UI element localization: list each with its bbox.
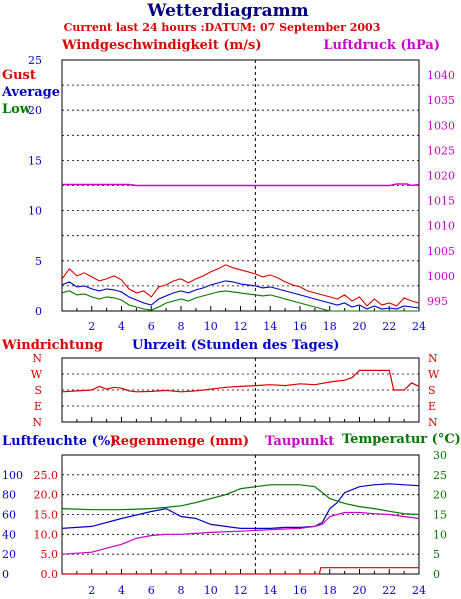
legend-average: Average (1, 85, 60, 100)
pressure-tick-label: 1005 (427, 245, 455, 258)
direction-tick-label-right: W (428, 368, 440, 381)
diagram-title: Wetterdiagramm (146, 1, 308, 21)
pressure-tick-label: 1040 (427, 69, 455, 82)
wind-panel-x-tick-label: 20 (353, 320, 367, 333)
direction-tick-label: N (32, 352, 42, 365)
climate-panel-x-tick-label: 22 (382, 584, 396, 597)
humidity-tick-label: 0 (2, 568, 9, 581)
legend-gust: Gust (2, 68, 36, 83)
temperature-axis-label: Temperatur (°C) (342, 432, 461, 447)
wind-speed-tick-label: 20 (28, 104, 42, 117)
rain-tick-label: 5.0 (41, 548, 59, 561)
wind-panel-x-tick-label: 10 (204, 320, 218, 333)
series-line-luftdruck (62, 183, 420, 187)
wind-panel-x-tick-label: 14 (263, 320, 277, 333)
temperature-tick-label: 15 (433, 509, 447, 522)
pressure-tick-label: 1020 (427, 169, 455, 182)
direction-tick-label-right: S (428, 384, 436, 397)
legend-low: Low (2, 102, 32, 117)
climate-panel-x-tick-label: 6 (148, 584, 155, 597)
direction-tick-label: N (32, 416, 42, 429)
pressure-axis-label: Luftdruck (hPa) (323, 38, 440, 53)
temperature-tick-label: 5 (433, 548, 440, 561)
climate-panel-x-tick-label: 2 (88, 584, 95, 597)
rain-tick-label: 0.0 (41, 568, 59, 581)
temperature-tick-label: 30 (433, 449, 447, 462)
series-line-gust (61, 264, 420, 307)
humidity-tick-label: 60 (2, 509, 16, 522)
direction-tick-label-right: E (428, 400, 436, 413)
pressure-tick-label: 995 (427, 295, 448, 308)
temperature-tick-label: 0 (433, 568, 440, 581)
series-line-wind-direction (61, 369, 420, 393)
climate-panel-x-tick-label: 4 (118, 584, 125, 597)
time-axis-label: Uhrzeit (Stunden des Tages) (132, 338, 339, 353)
rain-axis-label: Regenmenge (mm) (110, 434, 249, 449)
direction-tick-label-right: N (428, 352, 438, 365)
series-line-temperatur (61, 484, 420, 516)
dewpoint-axis-label: Taupunkt (265, 434, 334, 449)
humidity-tick-label: 100 (2, 469, 23, 482)
wind-panel-x-tick-label: 6 (148, 320, 155, 333)
climate-panel-x-tick-label: 14 (263, 584, 277, 597)
rain-tick-label: 10.0 (34, 528, 59, 541)
rain-tick-label: 15.0 (34, 509, 59, 522)
climate-panel-x-tick-label: 16 (293, 584, 307, 597)
series-line-low (61, 290, 419, 312)
wind-speed-tick-label: 5 (35, 255, 42, 268)
direction-panel-frame (61, 357, 420, 423)
humidity-axis-label: Luftfeuchte (%) (2, 434, 116, 449)
wind-panel-x-tick-label: 24 (412, 320, 426, 333)
humidity-tick-label: 40 (2, 528, 16, 541)
series-line-luftfeuchte (61, 483, 420, 530)
wind-speed-tick-label: 0 (35, 305, 42, 318)
humidity-tick-label: 20 (2, 548, 16, 561)
climate-panel-x-tick-label: 8 (178, 584, 185, 597)
wind-speed-tick-label: 10 (28, 205, 42, 218)
rain-tick-label: 20.0 (34, 489, 59, 502)
wind-panel-x-tick-label: 8 (178, 320, 185, 333)
chart-layer: 0510152025995100010051010101510201025103… (2, 54, 455, 597)
series-line-average (61, 280, 420, 310)
temperature-tick-label: 25 (433, 469, 447, 482)
direction-tick-label-right: N (428, 416, 438, 429)
series-line-taupunkt (61, 511, 420, 555)
wind-speed-tick-label: 15 (28, 154, 42, 167)
series-line-regenmenge (62, 567, 419, 575)
wind-panel-x-tick-label: 4 (118, 320, 125, 333)
direction-tick-label: E (34, 400, 42, 413)
wind-speed-axis-label: Windgeschwindigkeit (m/s) (61, 38, 261, 53)
direction-tick-label: W (31, 368, 43, 381)
direction-tick-label: S (34, 384, 42, 397)
wind-panel-x-tick-label: 2 (88, 320, 95, 333)
rain-tick-label: 25.0 (34, 469, 59, 482)
wind-panel-x-tick-label: 16 (293, 320, 307, 333)
wind-panel-x-tick-label: 18 (323, 320, 337, 333)
pressure-tick-label: 1015 (427, 195, 455, 208)
pressure-tick-label: 1010 (427, 220, 455, 233)
temperature-tick-label: 10 (433, 528, 447, 541)
wind-direction-axis-label: Windrichtung (1, 338, 103, 353)
climate-panel-x-tick-label: 10 (204, 584, 218, 597)
humidity-tick-label: 80 (2, 489, 16, 502)
pressure-tick-label: 1025 (427, 144, 455, 157)
climate-panel-x-tick-label: 18 (323, 584, 337, 597)
pressure-tick-label: 1035 (427, 94, 455, 107)
climate-panel-x-tick-label: 12 (234, 584, 248, 597)
diagram-subtitle: Current last 24 hours :DATUM: 07 Septemb… (64, 21, 381, 34)
pressure-tick-label: 1000 (427, 270, 455, 283)
wind-panel-x-tick-label: 12 (234, 320, 248, 333)
climate-panel-x-tick-label: 20 (353, 584, 367, 597)
climate-panel-x-tick-label: 24 (412, 584, 426, 597)
temperature-tick-label: 20 (433, 489, 447, 502)
climate-panel-frame (61, 454, 420, 575)
pressure-tick-label: 1030 (427, 119, 455, 132)
wind-panel-x-tick-label: 22 (382, 320, 396, 333)
wind-speed-tick-label: 25 (28, 54, 42, 67)
